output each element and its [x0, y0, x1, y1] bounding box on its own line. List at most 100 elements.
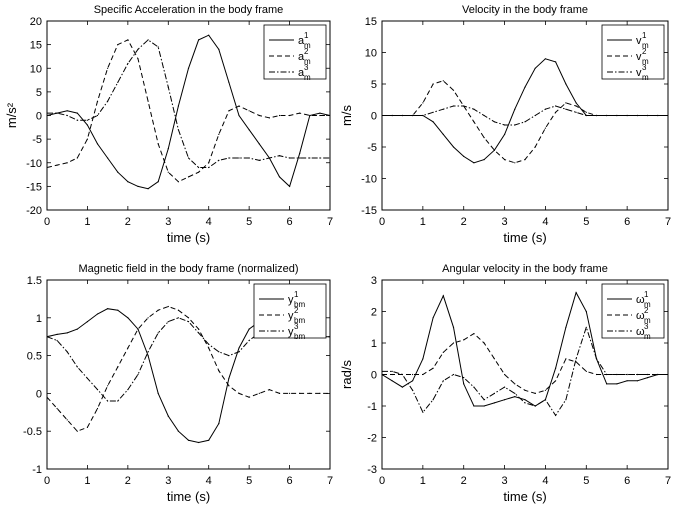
y-tick-label: 0 [36, 111, 42, 123]
x-tick-label: 1 [84, 475, 90, 487]
data-point [606, 383, 608, 385]
data-point [626, 373, 628, 376]
data-point [452, 105, 455, 107]
data-point [248, 157, 250, 159]
data-point [208, 439, 210, 441]
legend-label-sup: 2 [304, 47, 309, 56]
data-point [299, 392, 301, 394]
data-point [177, 309, 179, 311]
data-point [96, 313, 99, 315]
data-point [157, 309, 159, 311]
x-tick-label: 0 [379, 216, 385, 228]
data-point [117, 44, 119, 46]
data-point [117, 309, 119, 311]
data-point [218, 133, 220, 135]
data-point [187, 67, 190, 69]
legend-label-sup: 2 [644, 306, 649, 315]
data-point [238, 347, 240, 349]
legend: v 1mv 2mv 3m [601, 24, 665, 82]
data-point [391, 380, 393, 382]
x-tick-label: 3 [165, 475, 171, 487]
data-point [473, 386, 475, 388]
data-point [248, 129, 250, 131]
legend-label-sub: m [644, 332, 651, 341]
data-point [555, 414, 557, 416]
y-tick-label: -3 [367, 464, 377, 476]
data-point [66, 162, 68, 164]
legend-label-3: y [288, 326, 294, 338]
data-point [177, 105, 179, 107]
data-point [565, 326, 567, 328]
data-point [401, 373, 403, 376]
axes-frame [381, 279, 669, 470]
legend-label-sub: m [644, 316, 651, 325]
data-point [86, 119, 88, 121]
legend-label-2: y [288, 310, 294, 322]
data-point [432, 317, 434, 319]
y-tick-label: 1 [371, 338, 377, 350]
legend-label-sub: m [642, 57, 649, 66]
data-point [56, 339, 58, 342]
x-tick-label: 5 [583, 216, 589, 228]
series-line-3 [382, 105, 668, 126]
x-tick-label: 4 [206, 216, 212, 228]
data-point [565, 108, 567, 110]
data-point [524, 159, 526, 161]
data-point [442, 108, 444, 110]
legend-label-3: a [298, 67, 305, 79]
data-point [319, 112, 321, 114]
data-point [107, 400, 109, 402]
legend-label-sup: 1 [644, 290, 649, 299]
data-point [289, 392, 291, 394]
data-point [167, 415, 169, 417]
data-point [555, 61, 557, 63]
data-point [187, 176, 190, 178]
data-point [86, 426, 88, 428]
data-point [228, 81, 230, 83]
data-point [107, 157, 109, 159]
data-point [319, 392, 321, 394]
data-point [66, 332, 68, 334]
data-point [544, 108, 547, 110]
data-point [147, 39, 149, 41]
data-point [514, 396, 516, 398]
data-point [289, 185, 291, 187]
chart-title: Specific Acceleration in the body frame [94, 4, 284, 16]
data-point [391, 373, 393, 376]
x-tick-label: 2 [125, 216, 131, 228]
y-tick-label: -10 [361, 174, 377, 186]
data-point [412, 373, 414, 376]
data-point [442, 133, 444, 135]
chart-panel-1: Specific Acceleration in the body frame t… [4, 4, 333, 245]
data-point [534, 146, 536, 148]
data-point [647, 373, 649, 376]
data-point [575, 102, 577, 104]
data-point [391, 370, 393, 372]
legend-box [601, 283, 665, 339]
data-point [585, 370, 587, 372]
axes-frame [381, 20, 669, 211]
data-point [107, 67, 109, 69]
y-tick-label: 0 [371, 111, 377, 123]
data-point [147, 100, 149, 102]
data-point [504, 373, 506, 376]
data-point [463, 377, 465, 379]
data-point [524, 121, 526, 123]
x-tick-label: 3 [165, 216, 171, 228]
data-point [483, 159, 485, 161]
data-point [401, 386, 403, 388]
y-tick-label: -5 [367, 142, 377, 154]
data-point [504, 159, 506, 161]
data-point [56, 112, 58, 114]
data-point [432, 83, 434, 85]
data-point [278, 114, 281, 117]
data-point [442, 351, 444, 353]
data-point [504, 133, 506, 135]
legend-label-sup: 3 [304, 63, 309, 72]
data-point [228, 355, 230, 357]
data-point [127, 39, 129, 41]
y-tick-label: 5 [371, 79, 377, 91]
legend-label-sup: 1 [294, 290, 299, 299]
y-tick-label: 1.5 [27, 275, 42, 287]
data-point [76, 157, 78, 159]
